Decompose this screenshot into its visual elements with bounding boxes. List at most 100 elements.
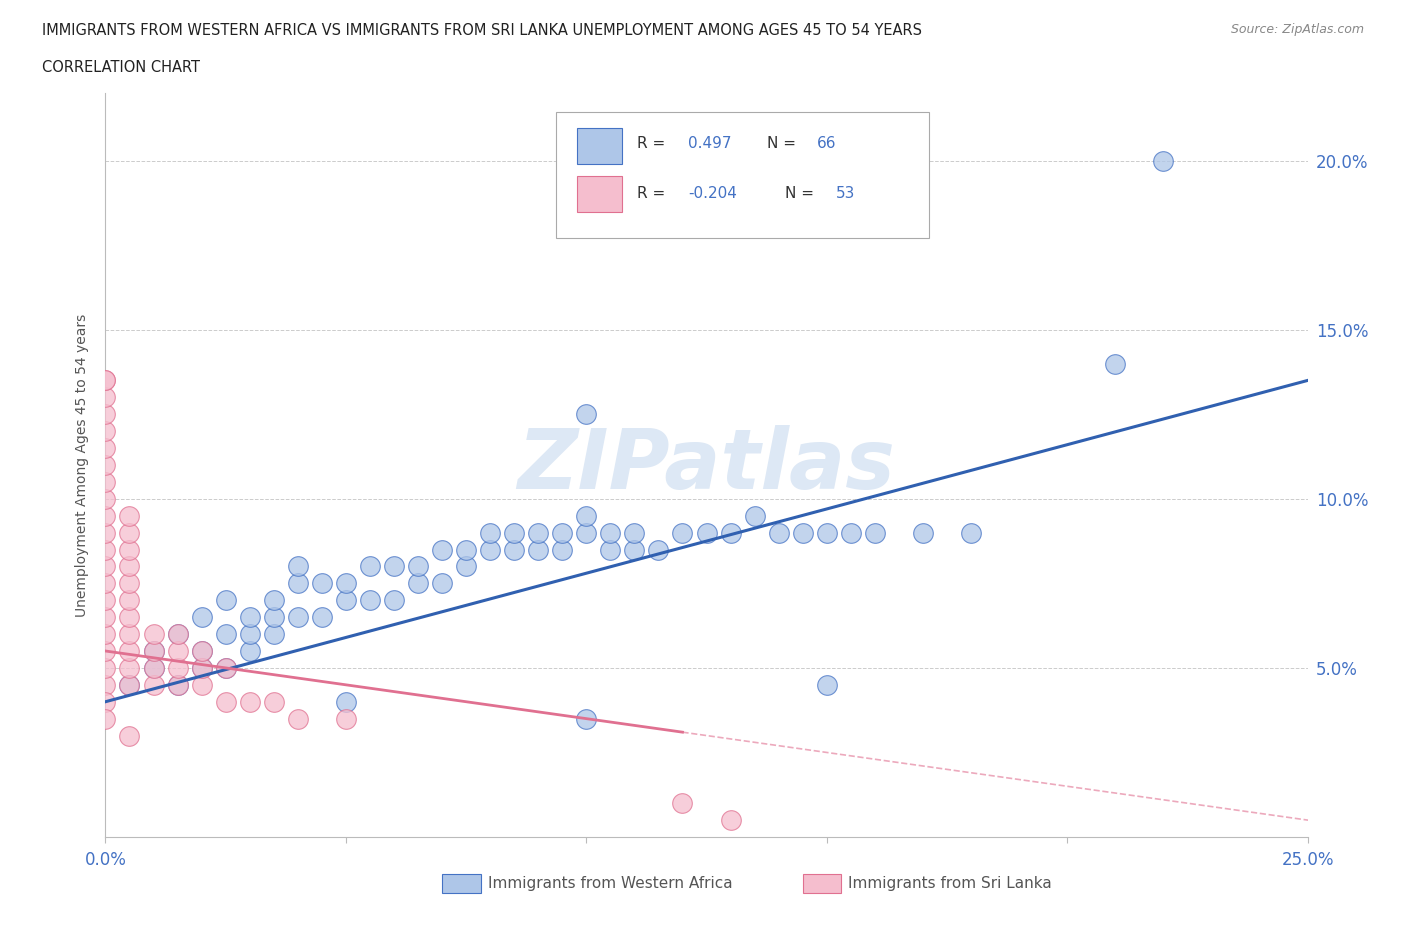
- Point: [94, 491, 117, 506]
- Point: [94, 559, 117, 574]
- Point: [263, 592, 285, 607]
- Bar: [803, 874, 841, 893]
- Point: [335, 592, 357, 607]
- Bar: [576, 177, 623, 212]
- Point: [239, 695, 262, 710]
- Text: N =: N =: [785, 186, 814, 201]
- Point: [118, 728, 141, 743]
- Point: [406, 559, 429, 574]
- Point: [94, 677, 117, 692]
- Point: [118, 660, 141, 675]
- Point: [863, 525, 886, 540]
- Point: [671, 525, 693, 540]
- Point: [599, 542, 621, 557]
- Point: [430, 542, 453, 557]
- Point: [190, 660, 212, 675]
- Point: [454, 559, 477, 574]
- Point: [190, 644, 212, 658]
- Text: ZIPatlas: ZIPatlas: [517, 424, 896, 506]
- Point: [190, 677, 212, 692]
- Point: [142, 660, 165, 675]
- Point: [94, 644, 117, 658]
- Point: [118, 559, 141, 574]
- Text: Immigrants from Sri Lanka: Immigrants from Sri Lanka: [848, 876, 1052, 891]
- Point: [671, 796, 693, 811]
- Point: [118, 644, 141, 658]
- Point: [1152, 153, 1174, 168]
- Point: [239, 610, 262, 625]
- Point: [94, 592, 117, 607]
- Point: [623, 542, 645, 557]
- Text: -0.204: -0.204: [689, 186, 737, 201]
- Point: [263, 627, 285, 642]
- Point: [94, 610, 117, 625]
- Point: [94, 441, 117, 456]
- Point: [335, 711, 357, 726]
- Point: [263, 610, 285, 625]
- Point: [94, 576, 117, 591]
- Point: [94, 660, 117, 675]
- Point: [815, 525, 838, 540]
- Point: [166, 660, 188, 675]
- Point: [311, 576, 333, 591]
- Text: IMMIGRANTS FROM WESTERN AFRICA VS IMMIGRANTS FROM SRI LANKA UNEMPLOYMENT AMONG A: IMMIGRANTS FROM WESTERN AFRICA VS IMMIGR…: [42, 23, 922, 38]
- Point: [94, 525, 117, 540]
- Point: [94, 542, 117, 557]
- Point: [647, 542, 669, 557]
- Point: [382, 559, 405, 574]
- Y-axis label: Unemployment Among Ages 45 to 54 years: Unemployment Among Ages 45 to 54 years: [76, 313, 90, 617]
- Point: [94, 711, 117, 726]
- Point: [166, 677, 188, 692]
- Point: [503, 525, 526, 540]
- Point: [94, 390, 117, 405]
- Text: Immigrants from Western Africa: Immigrants from Western Africa: [488, 876, 733, 891]
- Point: [190, 610, 212, 625]
- Point: [960, 525, 983, 540]
- Point: [166, 627, 188, 642]
- Point: [118, 677, 141, 692]
- Point: [287, 576, 309, 591]
- Point: [479, 525, 502, 540]
- Point: [94, 424, 117, 439]
- Point: [527, 542, 550, 557]
- Point: [768, 525, 790, 540]
- Point: [479, 542, 502, 557]
- Point: [239, 627, 262, 642]
- Text: N =: N =: [766, 136, 796, 151]
- Point: [214, 660, 236, 675]
- Bar: [576, 128, 623, 164]
- Point: [287, 711, 309, 726]
- Text: 66: 66: [817, 136, 837, 151]
- Point: [118, 576, 141, 591]
- Point: [720, 813, 742, 828]
- Point: [166, 644, 188, 658]
- Point: [815, 677, 838, 692]
- Point: [166, 677, 188, 692]
- Point: [94, 458, 117, 472]
- Point: [575, 509, 598, 524]
- Point: [287, 610, 309, 625]
- Point: [575, 525, 598, 540]
- Text: R =: R =: [637, 186, 665, 201]
- Point: [359, 592, 381, 607]
- Point: [551, 525, 574, 540]
- Point: [575, 711, 598, 726]
- Point: [359, 559, 381, 574]
- Point: [623, 525, 645, 540]
- Point: [214, 592, 236, 607]
- Point: [94, 509, 117, 524]
- Point: [118, 610, 141, 625]
- Point: [118, 677, 141, 692]
- Point: [190, 644, 212, 658]
- Point: [335, 576, 357, 591]
- Point: [118, 509, 141, 524]
- Point: [599, 525, 621, 540]
- Point: [311, 610, 333, 625]
- Point: [792, 525, 814, 540]
- Point: [214, 695, 236, 710]
- Point: [118, 592, 141, 607]
- Point: [214, 660, 236, 675]
- Point: [142, 660, 165, 675]
- Point: [551, 542, 574, 557]
- Point: [696, 525, 718, 540]
